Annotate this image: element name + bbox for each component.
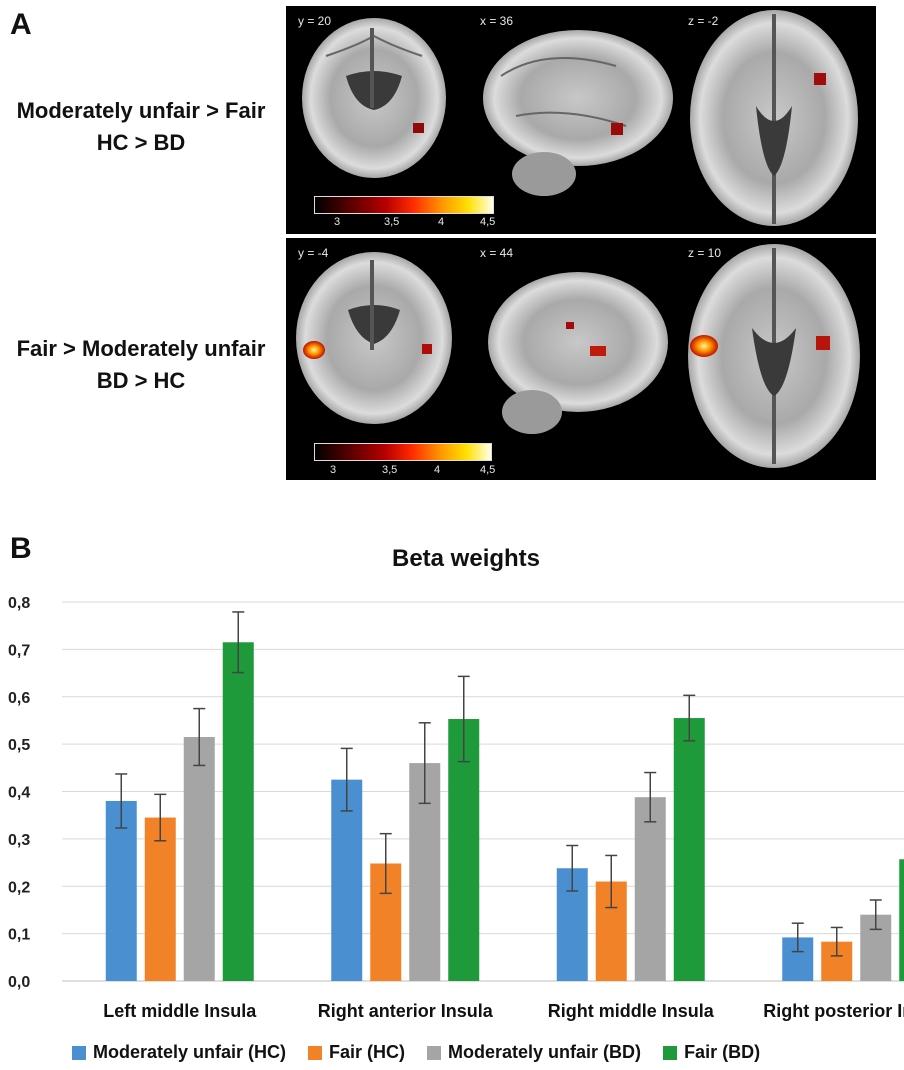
activation-blob bbox=[303, 341, 325, 359]
y-tick-label: 0,5 bbox=[8, 737, 30, 754]
legend-label: Fair (BD) bbox=[684, 1042, 761, 1062]
bar bbox=[105, 800, 137, 981]
y-tick-label: 0,2 bbox=[8, 879, 30, 896]
colorbar-tick: 3,5 bbox=[382, 464, 398, 476]
coronal-slice bbox=[296, 252, 452, 424]
x-tick-label: Left middle Insula bbox=[103, 1001, 257, 1021]
coord-label: y = -4 bbox=[298, 246, 329, 260]
axial-slice bbox=[690, 10, 858, 226]
y-tick-label: 0,1 bbox=[8, 927, 30, 944]
legend-swatch bbox=[308, 1045, 323, 1060]
axial-slice bbox=[688, 244, 860, 468]
legend-label: Moderately unfair (HC) bbox=[93, 1042, 287, 1062]
y-tick-label: 0,6 bbox=[8, 690, 30, 707]
contrast-label-2: Fair > Moderately unfair BD > HC bbox=[0, 333, 282, 397]
contrast-1-line1: Moderately unfair > Fair bbox=[16, 98, 266, 123]
colorbar-tick: 3 bbox=[330, 464, 337, 476]
bar bbox=[183, 737, 215, 981]
activation-blob bbox=[814, 73, 826, 85]
legend-swatch bbox=[427, 1045, 442, 1060]
activation-blob bbox=[413, 123, 424, 133]
sagittal-slice bbox=[483, 30, 673, 196]
bar bbox=[144, 817, 176, 981]
legend-swatch bbox=[663, 1045, 678, 1060]
sagittal-slice bbox=[488, 272, 668, 434]
legend-item: Fair (BD) bbox=[663, 1042, 760, 1063]
legend-item: Moderately unfair (HC) bbox=[72, 1042, 286, 1063]
contrast-2-line1: Fair > Moderately unfair bbox=[16, 336, 266, 361]
colorbar-tick: 4,5 bbox=[480, 464, 496, 476]
coord-label: x = 36 bbox=[480, 14, 514, 28]
contrast-2-line2: BD > HC bbox=[96, 368, 186, 393]
legend-item: Fair (HC) bbox=[308, 1042, 405, 1063]
bar bbox=[634, 797, 666, 981]
bar bbox=[448, 719, 480, 981]
x-tick-label: Right anterior Insula bbox=[318, 1001, 494, 1021]
colorbar-tick: 3,5 bbox=[384, 216, 400, 228]
coord-label: y = 20 bbox=[298, 14, 332, 28]
x-tick-label: Right middle Insula bbox=[548, 1001, 715, 1021]
legend-label: Moderately unfair (BD) bbox=[448, 1042, 642, 1062]
bar bbox=[331, 779, 363, 981]
bar bbox=[899, 859, 904, 981]
brain-slices-row-2 bbox=[296, 244, 860, 468]
y-tick-label: 0,3 bbox=[8, 832, 30, 849]
bar bbox=[673, 718, 705, 981]
activation-blob bbox=[611, 123, 623, 135]
x-tick-label: Right posterior Insula bbox=[763, 1001, 904, 1021]
coord-label: x = 44 bbox=[480, 246, 514, 260]
y-tick-label: 0,7 bbox=[8, 642, 30, 659]
activation-blob bbox=[422, 344, 432, 354]
brain-panel-row-1: y = 20 x = 36 z = -2 3 3,5 4 4,5 bbox=[286, 6, 876, 234]
brain-panel-row-2: y = -4 x = 44 z = 10 3 3,5 4 4,5 bbox=[286, 238, 876, 480]
y-tick-label: 0,8 bbox=[8, 595, 30, 612]
colorbar-tick: 4 bbox=[434, 464, 441, 476]
brain-slices-row-1 bbox=[302, 10, 858, 226]
activation-blob bbox=[566, 322, 574, 329]
chart-legend: Moderately unfair (HC) Fair (HC) Moderatel… bbox=[72, 1042, 782, 1063]
colorbar-tick: 4,5 bbox=[480, 216, 496, 228]
colorbar-tick: 3 bbox=[334, 216, 341, 228]
contrast-1-line2: HC > BD bbox=[96, 130, 186, 155]
y-tick-label: 0,0 bbox=[8, 974, 30, 991]
legend-item: Moderately unfair (BD) bbox=[427, 1042, 641, 1063]
coord-label: z = -2 bbox=[688, 14, 719, 28]
coord-label: z = 10 bbox=[688, 246, 722, 260]
bar bbox=[222, 642, 254, 981]
panel-a-letter: A bbox=[10, 8, 32, 41]
legend-label: Fair (HC) bbox=[329, 1042, 406, 1062]
activation-blob bbox=[816, 336, 830, 350]
activation-blob bbox=[690, 335, 718, 357]
legend-swatch bbox=[72, 1045, 86, 1060]
coronal-slice bbox=[302, 18, 446, 178]
y-tick-label: 0,4 bbox=[8, 785, 30, 802]
colorbar bbox=[314, 443, 492, 461]
contrast-label-1: Moderately unfair > Fair HC > BD bbox=[0, 95, 282, 159]
activation-blob bbox=[590, 346, 606, 356]
colorbar bbox=[314, 196, 494, 214]
panel-b-letter: B bbox=[10, 532, 32, 565]
chart-title: Beta weights bbox=[392, 545, 540, 572]
colorbar-tick: 4 bbox=[438, 216, 445, 228]
bar-chart: Beta weights 0,0 0,1 0,2 0,3 0,4 0,5 0,6 0,7 0,8… bbox=[8, 545, 904, 1021]
